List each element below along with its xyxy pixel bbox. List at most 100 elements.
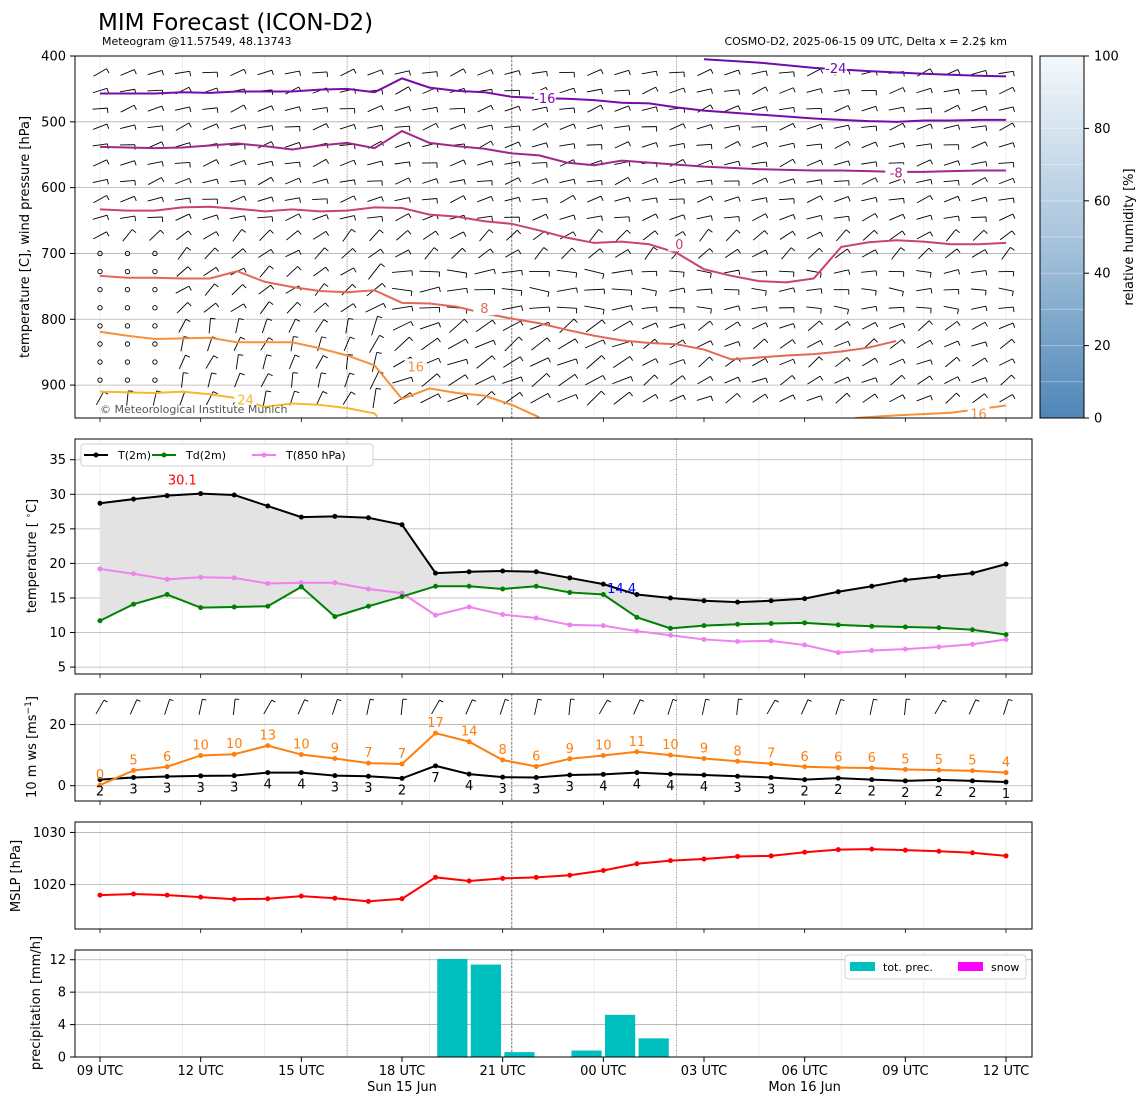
series-1-point: [298, 584, 304, 590]
wind-barb: [669, 287, 686, 294]
wind-barb: [421, 162, 438, 168]
series-0-point: [332, 513, 338, 519]
ws-label: 3: [230, 781, 238, 796]
wind-barb: [889, 230, 906, 241]
wind-barb: [286, 266, 302, 277]
wind-barb: [971, 321, 988, 330]
gust-label: 14: [461, 725, 478, 740]
wind-barb: [916, 231, 934, 240]
isotherm-label: -16: [534, 92, 555, 107]
wind-barb: [586, 88, 603, 95]
wind-barb: [475, 319, 496, 332]
series-0-point: [198, 491, 204, 497]
series-2-point: [701, 636, 707, 642]
wind-barb: [888, 306, 905, 313]
wind-barb: [394, 336, 414, 352]
wind-barb: [257, 141, 275, 149]
isotherm-label-bg: [234, 391, 257, 407]
wind-barb: [833, 269, 851, 275]
series-2-point: [97, 566, 103, 572]
colorbar-tick-label: 20: [1094, 339, 1111, 354]
wind-series-1-point: [399, 761, 405, 767]
wind-barb: [778, 107, 795, 113]
wind-series-0-point: [667, 771, 673, 777]
wind-barb: [286, 230, 302, 241]
series-2-point: [198, 574, 204, 580]
wind-barb: [614, 89, 630, 96]
wind-barb: [861, 306, 878, 312]
wind-barb: [641, 126, 658, 132]
calm-wind-symbol: [97, 268, 103, 275]
wind-barb: [586, 390, 606, 406]
wind-barb: [290, 336, 299, 352]
wind-barb: [888, 287, 904, 297]
isotherm-line: [99, 330, 540, 418]
wind-barb: [806, 231, 824, 240]
wind-barb: [724, 160, 741, 167]
gust-label: 11: [629, 735, 646, 750]
time-tick-label: 09 UTC: [77, 1064, 123, 1079]
wind-barb: [861, 270, 878, 276]
wind-barb: [916, 359, 933, 365]
mslp-point: [500, 875, 506, 881]
ws-label: 2: [801, 785, 809, 800]
wind-barb: [862, 393, 879, 403]
wind-barb: [504, 336, 523, 352]
wind-barb: [506, 229, 522, 241]
wind-barb: [613, 356, 634, 369]
wind-barb: [260, 337, 274, 351]
wind-barb: [999, 122, 1016, 131]
wind-series-0-point: [634, 770, 640, 776]
wind-barb: [861, 322, 879, 330]
wind-barb: [504, 89, 520, 96]
wind-barb: [806, 68, 824, 77]
wind-series-1-point: [869, 765, 875, 771]
isotherm-label-bg: [668, 236, 691, 252]
wind-series-1-point: [969, 768, 975, 774]
wind-series-0-point: [332, 773, 338, 779]
series-2-point: [768, 638, 774, 644]
wind-barb: [345, 354, 353, 370]
wind-barb: [696, 269, 712, 279]
surface-wind-barb: [598, 699, 612, 715]
wind-barb: [419, 322, 441, 330]
wind-barb: [530, 393, 551, 404]
wind-barb: [972, 393, 988, 404]
wind-barb: [369, 334, 385, 353]
precip-bar: [437, 958, 468, 1057]
series-0-point: [164, 493, 170, 499]
wind-barb: [916, 288, 933, 294]
series-0-point: [533, 569, 539, 575]
wind-barb: [971, 377, 988, 384]
wind-barb: [888, 197, 905, 204]
wind-barb: [424, 247, 439, 260]
series-2-point: [533, 615, 539, 621]
wind-barb: [778, 71, 795, 77]
wind-barb: [779, 339, 796, 349]
wind-barb: [531, 142, 549, 148]
calm-wind-symbol: [124, 359, 131, 365]
wind-barb: [669, 307, 685, 313]
wind-barb: [422, 178, 439, 184]
series-0-point: [802, 596, 808, 602]
isotherm-label: -24: [825, 62, 846, 77]
wind-barb: [699, 228, 713, 242]
wind-barb: [175, 122, 192, 131]
wind-barb: [724, 269, 741, 276]
series-2-point: [365, 586, 371, 592]
series-1-point: [399, 594, 405, 600]
series-0-point: [869, 583, 875, 589]
wind-barb: [778, 198, 795, 204]
wind-barb: [93, 68, 110, 77]
series-2-point: [231, 575, 237, 581]
surface-wind-barb: [164, 698, 174, 715]
wind-barb: [561, 247, 576, 260]
wind-barb: [395, 213, 412, 222]
calm-wind-symbol: [97, 287, 103, 293]
wind-barb: [476, 180, 493, 186]
mslp-point: [701, 856, 707, 862]
precip-bar: [504, 1052, 535, 1057]
wind-barb: [889, 213, 906, 221]
series-0-point: [902, 577, 908, 583]
